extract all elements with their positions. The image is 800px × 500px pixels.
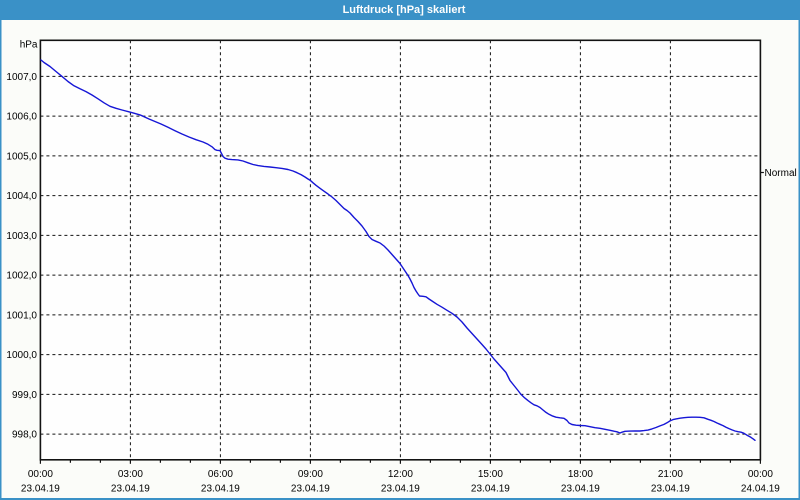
svg-text:1004,0: 1004,0: [6, 191, 37, 202]
svg-text:06:00: 06:00: [208, 469, 233, 480]
svg-text:12:00: 12:00: [388, 469, 413, 480]
svg-text:1001,0: 1001,0: [6, 310, 37, 321]
svg-text:23.04.19: 23.04.19: [291, 484, 330, 495]
svg-text:1003,0: 1003,0: [6, 231, 37, 242]
svg-text:00:00: 00:00: [748, 469, 773, 480]
svg-text:1007,0: 1007,0: [6, 72, 37, 83]
svg-text:23.04.19: 23.04.19: [201, 484, 240, 495]
svg-text:Luftdruck [hPa] skaliert: Luftdruck [hPa] skaliert: [343, 4, 466, 16]
svg-text:Normal: Normal: [765, 168, 797, 179]
svg-text:1005,0: 1005,0: [6, 151, 37, 162]
svg-text:23.04.19: 23.04.19: [561, 484, 600, 495]
svg-text:23.04.19: 23.04.19: [381, 484, 420, 495]
svg-text:999,0: 999,0: [12, 390, 37, 401]
svg-text:23.04.19: 23.04.19: [471, 484, 510, 495]
svg-text:1002,0: 1002,0: [6, 271, 37, 282]
svg-text:15:00: 15:00: [478, 469, 503, 480]
svg-text:23.04.19: 23.04.19: [651, 484, 690, 495]
svg-text:24.04.19: 24.04.19: [741, 484, 780, 495]
svg-text:23.04.19: 23.04.19: [111, 484, 150, 495]
svg-text:09:00: 09:00: [298, 469, 323, 480]
svg-text:1000,0: 1000,0: [6, 350, 37, 361]
svg-text:1006,0: 1006,0: [6, 112, 37, 123]
svg-text:18:00: 18:00: [568, 469, 593, 480]
svg-text:998,0: 998,0: [12, 430, 37, 441]
svg-text:hPa: hPa: [20, 40, 38, 51]
svg-text:21:00: 21:00: [658, 469, 683, 480]
svg-text:00:00: 00:00: [28, 469, 53, 480]
svg-text:23.04.19: 23.04.19: [21, 484, 60, 495]
svg-text:03:00: 03:00: [118, 469, 143, 480]
